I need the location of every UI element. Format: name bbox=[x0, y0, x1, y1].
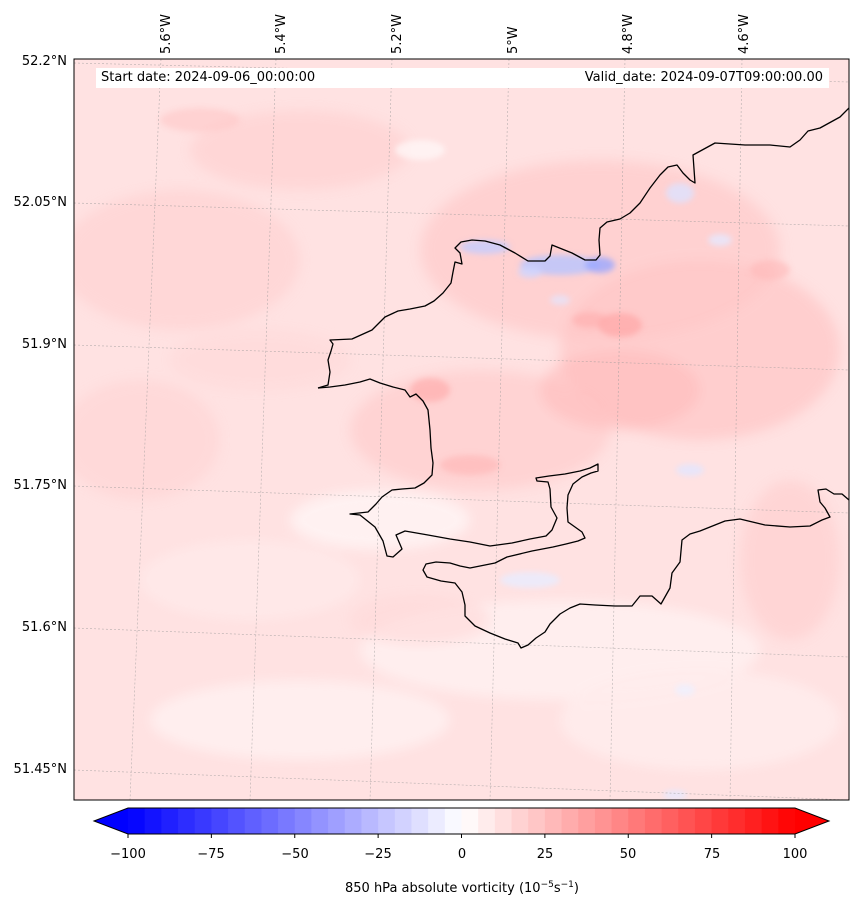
colorbar-segment bbox=[161, 808, 179, 834]
colorbar-tick-label: 50 bbox=[620, 847, 637, 862]
map-frame bbox=[73, 58, 850, 801]
colorbar: −100 −75 −50 −25 0 25 50 75 100 850 hPa … bbox=[92, 807, 831, 896]
colorbar-tick-label: 0 bbox=[458, 847, 466, 862]
colorbar-segment bbox=[711, 808, 729, 834]
lon-label: 5.2°W bbox=[390, 14, 405, 54]
lat-label: 52.2°N bbox=[22, 54, 67, 69]
lon-label: 5.4°W bbox=[274, 14, 289, 54]
colorbar-segment bbox=[244, 808, 262, 834]
colorbar-tick-label: −50 bbox=[281, 847, 308, 862]
colorbar-segment bbox=[744, 808, 763, 834]
colorbar-segment bbox=[778, 808, 796, 834]
colorbar-segments bbox=[128, 808, 796, 834]
colorbar-segment bbox=[478, 808, 496, 834]
lat-label: 52.05°N bbox=[14, 195, 67, 210]
lon-label: 4.6°W bbox=[737, 14, 752, 54]
lon-label: 5°W bbox=[506, 26, 521, 54]
colorbar-segment bbox=[178, 808, 196, 834]
colorbar-segment bbox=[194, 808, 212, 834]
colorbar-low-extension bbox=[94, 808, 128, 834]
colorbar-segment bbox=[611, 808, 629, 834]
gridlines bbox=[74, 59, 849, 800]
date-info-box bbox=[96, 68, 829, 88]
colorbar-high-extension bbox=[795, 808, 829, 834]
valid-date-label: Valid_date: 2024-09-07T09:00:00.00 bbox=[584, 70, 823, 85]
colorbar-segment bbox=[411, 808, 429, 834]
start-date-label: Start date: 2024-09-06_00:00:00 bbox=[101, 70, 316, 85]
colorbar-segment bbox=[294, 808, 313, 834]
colorbar-segment bbox=[344, 808, 363, 834]
colorbar-segment bbox=[628, 808, 646, 834]
latitude-labels: 52.2°N 52.05°N 51.9°N 51.75°N 51.6°N 51.… bbox=[14, 54, 67, 777]
colorbar-segment bbox=[428, 808, 446, 834]
lon-label: 4.8°W bbox=[621, 14, 636, 54]
colorbar-label: 850 hPa absolute vorticity (10−5s−1) bbox=[345, 880, 579, 896]
lat-label: 51.9°N bbox=[22, 337, 67, 352]
lon-label: 5.6°W bbox=[159, 14, 174, 54]
colorbar-segment bbox=[211, 808, 229, 834]
lat-label: 51.6°N bbox=[22, 620, 67, 635]
map-plot-area bbox=[74, 59, 849, 800]
colorbar-segment bbox=[761, 808, 779, 834]
longitude-labels: 5.6°W 5.4°W 5.2°W 5°W 4.8°W 4.6°W bbox=[159, 14, 752, 54]
colorbar-segment bbox=[378, 808, 396, 834]
colorbar-tick-label: 25 bbox=[537, 847, 554, 862]
colorbar-segment bbox=[144, 808, 162, 834]
colorbar-segment bbox=[544, 808, 563, 834]
colorbar-tick-labels: −100 −75 −50 −25 0 25 50 75 100 bbox=[110, 847, 807, 862]
colorbar-segment bbox=[578, 808, 596, 834]
colorbar-segment bbox=[328, 808, 346, 834]
colorbar-segment bbox=[128, 808, 146, 834]
colorbar-segment bbox=[694, 808, 713, 834]
colorbar-segment bbox=[311, 808, 329, 834]
colorbar-segment bbox=[494, 808, 513, 834]
colorbar-segment bbox=[361, 808, 379, 834]
colorbar-segment bbox=[261, 808, 279, 834]
colorbar-segment bbox=[594, 808, 613, 834]
colorbar-segment bbox=[661, 808, 679, 834]
colorbar-segment bbox=[511, 808, 529, 834]
lat-label: 51.75°N bbox=[14, 478, 67, 493]
colorbar-tick-label: 75 bbox=[704, 847, 721, 862]
colorbar-segment bbox=[561, 808, 579, 834]
colorbar-segment bbox=[228, 808, 246, 834]
colorbar-segment bbox=[394, 808, 413, 834]
colorbar-tick-label: 100 bbox=[783, 847, 808, 862]
colorbar-tick-label: −75 bbox=[197, 847, 224, 862]
colorbar-ticks bbox=[127, 834, 796, 838]
colorbar-segment bbox=[644, 808, 663, 834]
coastline bbox=[317, 107, 849, 649]
colorbar-segment bbox=[528, 808, 546, 834]
colorbar-segment bbox=[728, 808, 746, 834]
colorbar-segment bbox=[278, 808, 296, 834]
lat-label: 51.45°N bbox=[14, 762, 67, 777]
colorbar-segment bbox=[444, 808, 463, 834]
colorbar-segment bbox=[461, 808, 479, 834]
colorbar-tick-label: −25 bbox=[364, 847, 391, 862]
colorbar-segment bbox=[678, 808, 696, 834]
colorbar-tick-label: −100 bbox=[110, 847, 146, 862]
